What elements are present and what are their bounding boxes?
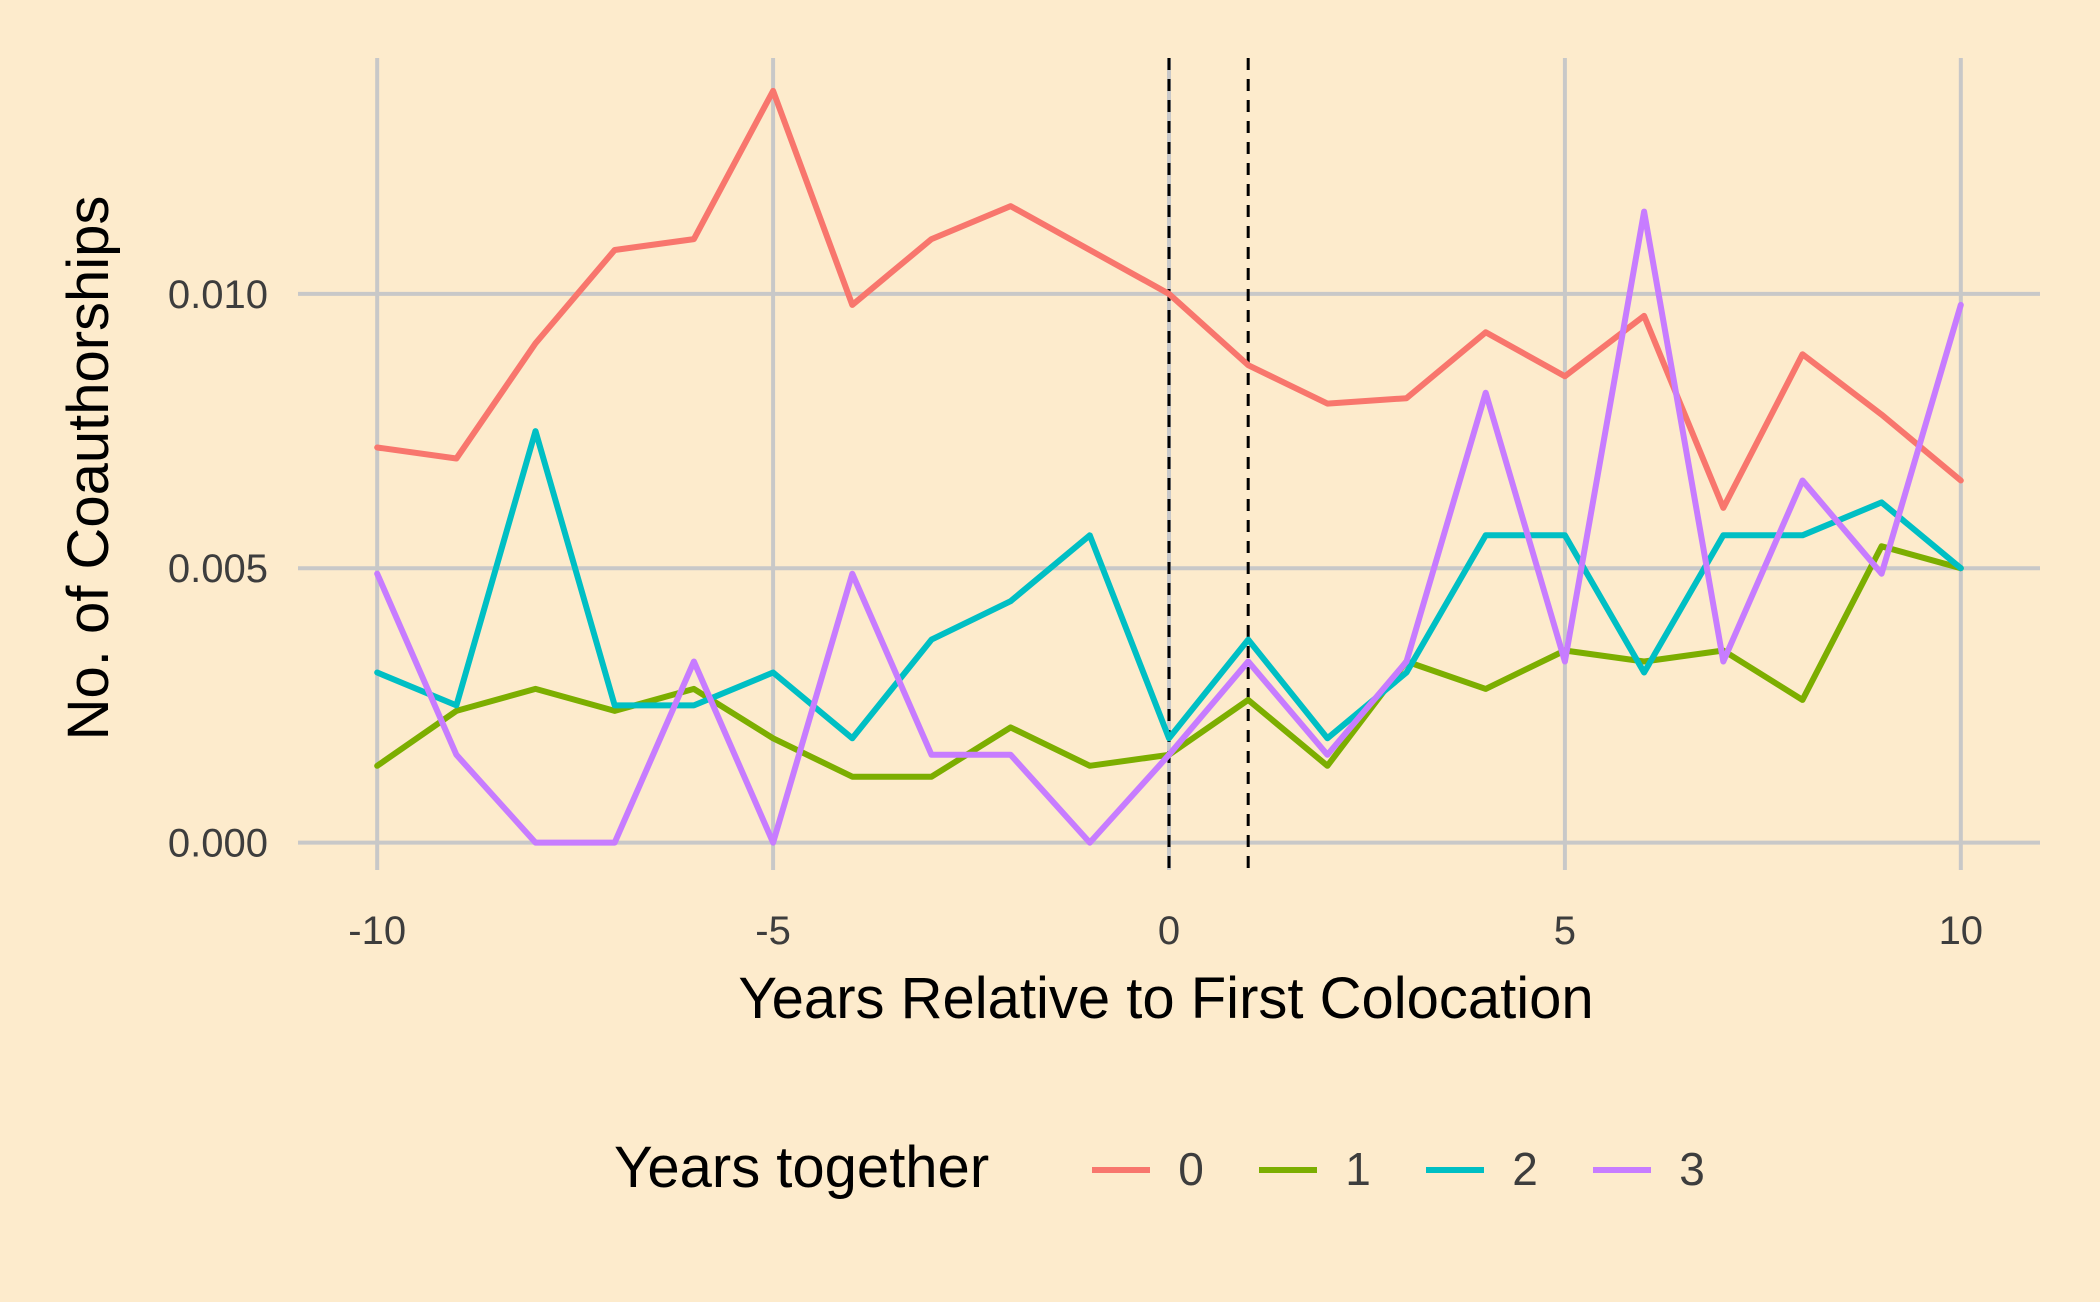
series-lines [374,87,1964,846]
series-line-3 [374,208,1964,846]
series-line-2 [374,428,1964,742]
x-tick-label: 5 [1554,909,1576,953]
y-tick-label: 0.000 [168,822,268,866]
x-tick-label: -10 [348,909,406,953]
y-axis-title: No. of Coauthorships [56,196,121,741]
series-line-0 [374,87,1964,511]
legend-label-3: 3 [1679,1143,1705,1195]
legend-label-0: 0 [1178,1143,1204,1195]
legend: Years together 0 1 2 3 [614,1135,1705,1200]
y-tick-label: 0.010 [168,273,268,317]
legend-label-1: 1 [1345,1143,1371,1195]
x-axis-title: Years Relative to First Colocation [738,966,1593,1031]
x-tick-label: 0 [1158,909,1180,953]
x-tick-label: 10 [1939,909,1984,953]
legend-label-2: 2 [1512,1143,1538,1195]
axis-labels: Years Relative to First Colocation No. o… [56,196,1983,1031]
y-tick-label: 0.005 [168,547,268,591]
x-tick-label: -5 [755,909,791,953]
legend-title: Years together [614,1135,989,1200]
